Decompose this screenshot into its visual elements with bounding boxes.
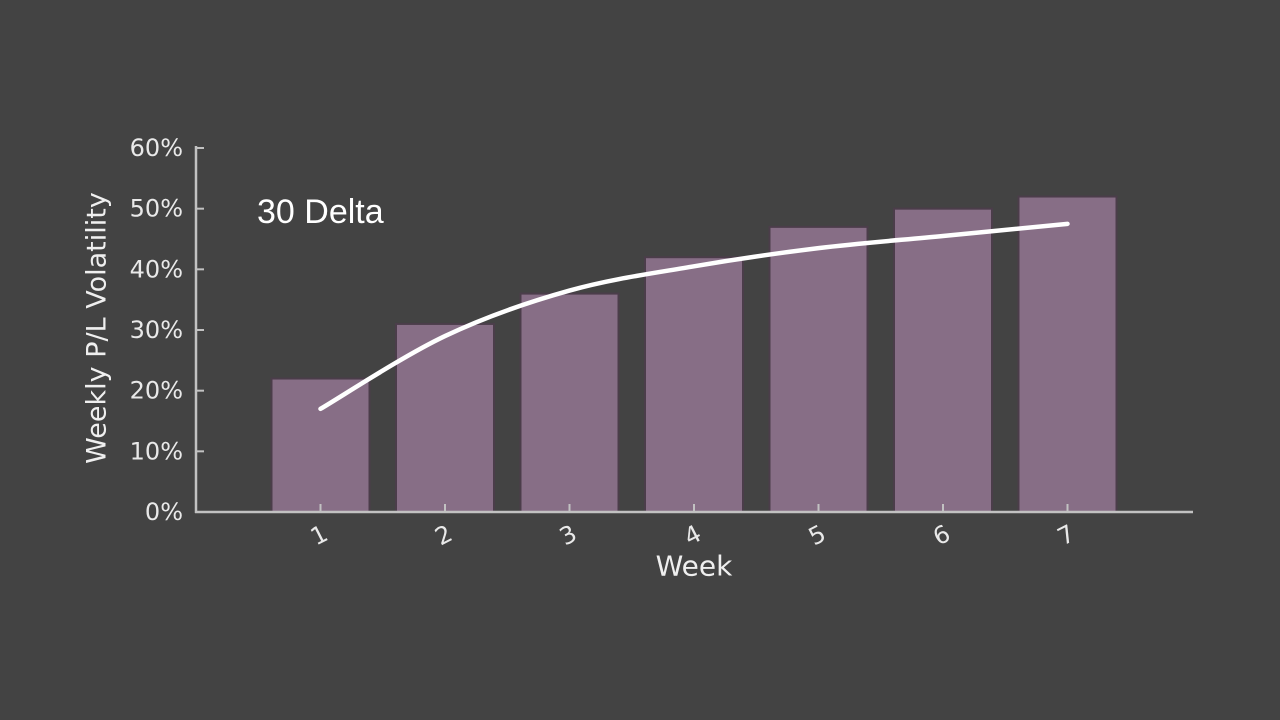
y-tick-label: 50%	[130, 195, 183, 223]
y-tick-label: 40%	[130, 255, 183, 283]
x-tick-label: 4	[679, 519, 705, 551]
y-tick-label: 10%	[130, 437, 183, 465]
bar-week-4	[644, 256, 744, 514]
bar-week-5	[768, 225, 869, 513]
x-tick-label: 3	[555, 519, 581, 551]
series-annotation-label: 30 Delta	[257, 193, 384, 231]
x-tick-label: 1	[306, 519, 332, 551]
bar-week-6	[893, 207, 993, 514]
x-tick-label: 7	[1053, 519, 1079, 551]
y-tick-label: 20%	[130, 377, 183, 405]
x-tick-label: 2	[430, 519, 456, 551]
y-axis-title: Weekly P/L Volatility	[81, 192, 113, 464]
x-tick-label: 5	[804, 519, 830, 551]
y-tick-label: 30%	[130, 316, 183, 344]
bar-week-1	[270, 377, 371, 513]
delta-curve-line	[318, 221, 1070, 412]
x-tick-label: 6	[928, 519, 954, 551]
x-axis-title: Week	[655, 549, 733, 583]
bar-week-3	[519, 292, 620, 513]
bar-week-7	[1017, 195, 1118, 514]
y-tick-label: 0%	[145, 498, 183, 526]
y-tick-label: 60%	[130, 134, 183, 162]
